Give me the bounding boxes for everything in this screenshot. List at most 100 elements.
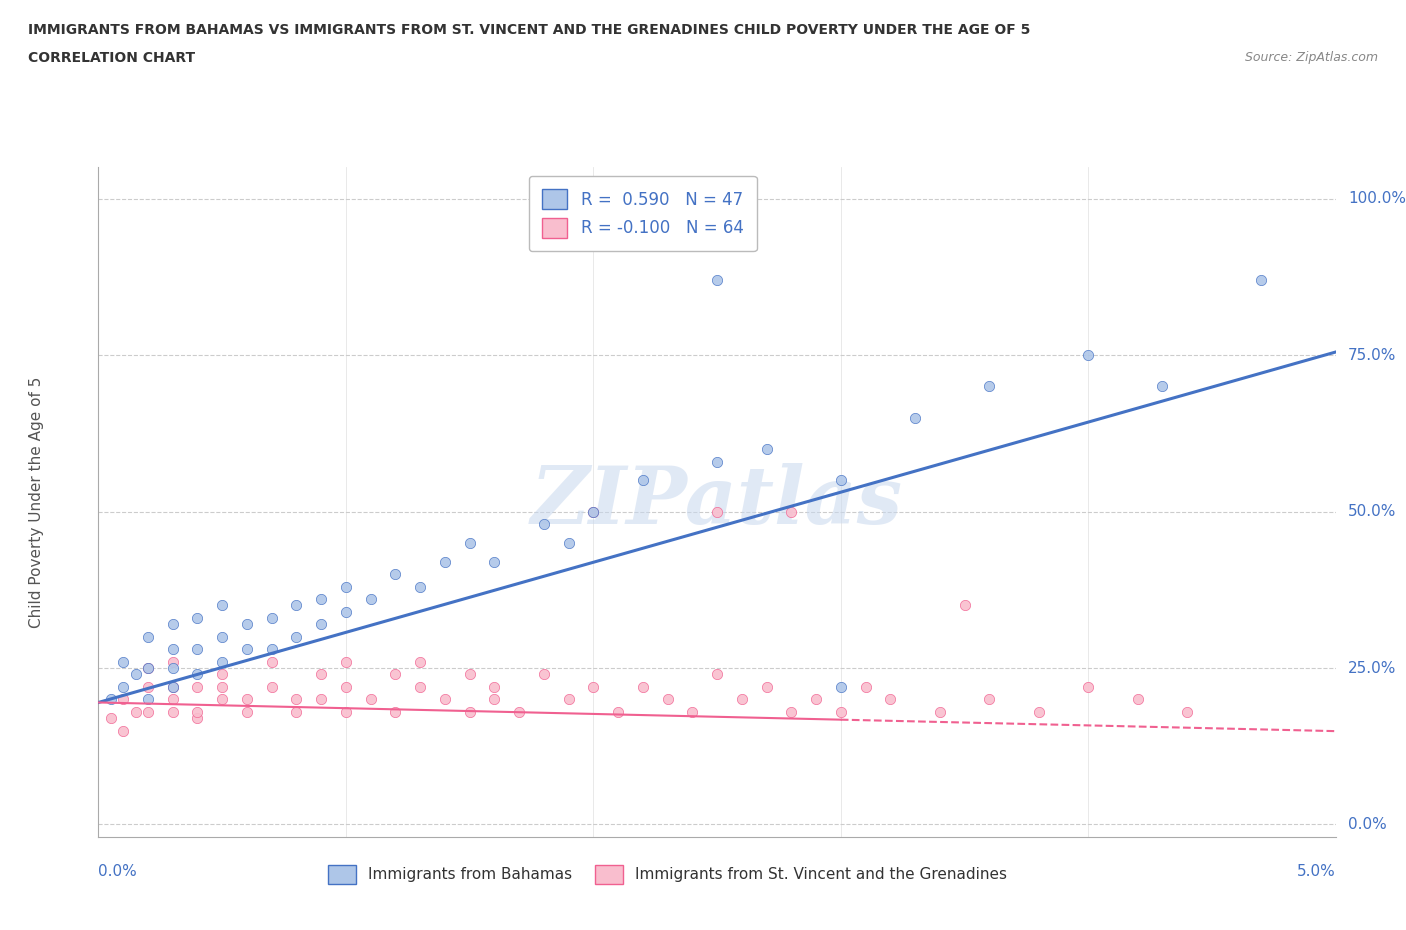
Point	[100, 711, 122, 725]
Point	[309, 617, 332, 631]
Point	[855, 680, 877, 695]
Point	[100, 692, 122, 707]
Text: ZIPatlas: ZIPatlas	[531, 463, 903, 541]
Point	[360, 692, 382, 707]
Point	[335, 680, 357, 695]
Point	[384, 667, 406, 682]
Point	[236, 617, 259, 631]
Point	[755, 680, 778, 695]
Point	[879, 692, 901, 707]
Point	[409, 655, 432, 670]
Point	[706, 454, 728, 469]
Point	[335, 579, 357, 594]
Point	[830, 704, 852, 719]
Point	[706, 667, 728, 682]
Point	[607, 704, 630, 719]
Point	[186, 680, 208, 695]
Point	[1028, 704, 1050, 719]
Text: 0.0%: 0.0%	[1348, 817, 1386, 832]
Point	[804, 692, 827, 707]
Point	[384, 566, 406, 581]
Point	[335, 704, 357, 719]
Point	[211, 630, 233, 644]
Point	[285, 692, 308, 707]
Point	[1152, 379, 1174, 394]
Point	[162, 642, 184, 657]
Point	[755, 442, 778, 457]
Text: 50.0%: 50.0%	[1348, 504, 1396, 519]
Point	[928, 704, 950, 719]
Point	[953, 598, 976, 613]
Point	[830, 472, 852, 487]
Point	[582, 504, 605, 519]
Point	[211, 655, 233, 670]
Point	[285, 598, 308, 613]
Point	[124, 704, 146, 719]
Text: 100.0%: 100.0%	[1348, 192, 1406, 206]
Point	[731, 692, 754, 707]
Point	[309, 692, 332, 707]
Point	[211, 680, 233, 695]
Point	[112, 680, 135, 695]
Point	[458, 667, 481, 682]
Point	[557, 692, 579, 707]
Text: Child Poverty Under the Age of 5: Child Poverty Under the Age of 5	[30, 377, 44, 628]
Point	[136, 692, 159, 707]
Point	[484, 692, 506, 707]
Point	[136, 660, 159, 675]
Point	[162, 680, 184, 695]
Point	[979, 692, 1001, 707]
Point	[236, 642, 259, 657]
Point	[1250, 272, 1272, 287]
Point	[657, 692, 679, 707]
Point	[186, 667, 208, 682]
Text: 75.0%: 75.0%	[1348, 348, 1396, 363]
Point	[458, 536, 481, 551]
Point	[260, 680, 283, 695]
Point	[582, 680, 605, 695]
Point	[260, 642, 283, 657]
Point	[433, 554, 456, 569]
Point	[335, 655, 357, 670]
Point	[285, 704, 308, 719]
Point	[979, 379, 1001, 394]
Point	[557, 536, 579, 551]
Point	[186, 711, 208, 725]
Point	[484, 680, 506, 695]
Point	[706, 504, 728, 519]
Point	[112, 692, 135, 707]
Point	[211, 692, 233, 707]
Point	[582, 504, 605, 519]
Point	[631, 472, 654, 487]
Point	[285, 630, 308, 644]
Text: IMMIGRANTS FROM BAHAMAS VS IMMIGRANTS FROM ST. VINCENT AND THE GRENADINES CHILD : IMMIGRANTS FROM BAHAMAS VS IMMIGRANTS FR…	[28, 23, 1031, 37]
Point	[162, 704, 184, 719]
Point	[211, 598, 233, 613]
Point	[433, 692, 456, 707]
Text: 5.0%: 5.0%	[1296, 864, 1336, 879]
Text: 25.0%: 25.0%	[1348, 660, 1396, 675]
Point	[136, 680, 159, 695]
Point	[508, 704, 530, 719]
Point	[409, 579, 432, 594]
Point	[458, 704, 481, 719]
Point	[780, 704, 803, 719]
Point	[112, 724, 135, 738]
Point	[631, 680, 654, 695]
Point	[830, 680, 852, 695]
Point	[236, 692, 259, 707]
Point	[706, 272, 728, 287]
Point	[484, 554, 506, 569]
Point	[384, 704, 406, 719]
Point	[260, 655, 283, 670]
Point	[112, 655, 135, 670]
Point	[162, 692, 184, 707]
Point	[124, 667, 146, 682]
Point	[780, 504, 803, 519]
Point	[186, 704, 208, 719]
Point	[162, 680, 184, 695]
Point	[186, 610, 208, 625]
Point	[136, 660, 159, 675]
Point	[309, 667, 332, 682]
Point	[236, 704, 259, 719]
